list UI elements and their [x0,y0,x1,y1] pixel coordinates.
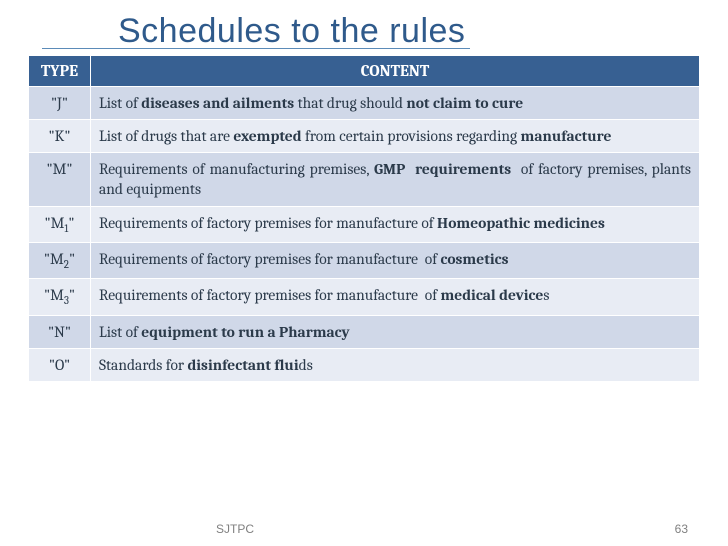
page-number: 63 [675,522,688,536]
type-cell: "N" [29,315,91,348]
table-row: "O"Standards for disinfectant fluids [29,348,700,381]
header-type: TYPE [29,56,91,87]
type-cell: "M" [29,153,91,206]
title-underline [42,48,470,50]
table-row: "M1"Requirements of factory premises for… [29,206,700,242]
table-row: "M3"Requirements of factory premises for… [29,279,700,315]
title-text: Schedules to the rules [118,12,465,50]
content-cell: Requirements of factory premises for man… [91,206,700,242]
content-cell: List of drugs that are exempted from cer… [91,120,700,153]
content-cell: Standards for disinfectant fluids [91,348,700,381]
table-row: "M2"Requirements of factory premises for… [29,242,700,278]
table-row: "M"Requirements of manufacturing premise… [29,153,700,206]
content-cell: Requirements of manufacturing premises, … [91,153,700,206]
table-header-row: TYPE CONTENT [29,56,700,87]
content-cell: Requirements of factory premises for man… [91,242,700,278]
table-body: "J"List of diseases and ailments that dr… [29,87,700,382]
schedules-table: TYPE CONTENT "J"List of diseases and ail… [28,55,700,382]
header-content: CONTENT [91,56,700,87]
slide-container: Schedules to the rules TYPE CONTENT "J"L… [0,0,728,382]
content-cell: List of equipment to run a Pharmacy [91,315,700,348]
content-cell: Requirements of factory premises for man… [91,279,700,315]
type-cell: "M1" [29,206,91,242]
footer-left: SJTPC [216,522,254,536]
table-row: "K"List of drugs that are exempted from … [29,120,700,153]
content-cell: List of diseases and ailments that drug … [91,87,700,120]
type-cell: "K" [29,120,91,153]
type-cell: "J" [29,87,91,120]
slide-title: Schedules to the rules [28,12,700,51]
table-row: "N"List of equipment to run a Pharmacy [29,315,700,348]
type-cell: "O" [29,348,91,381]
table-row: "J"List of diseases and ailments that dr… [29,87,700,120]
type-cell: "M3" [29,279,91,315]
type-cell: "M2" [29,242,91,278]
